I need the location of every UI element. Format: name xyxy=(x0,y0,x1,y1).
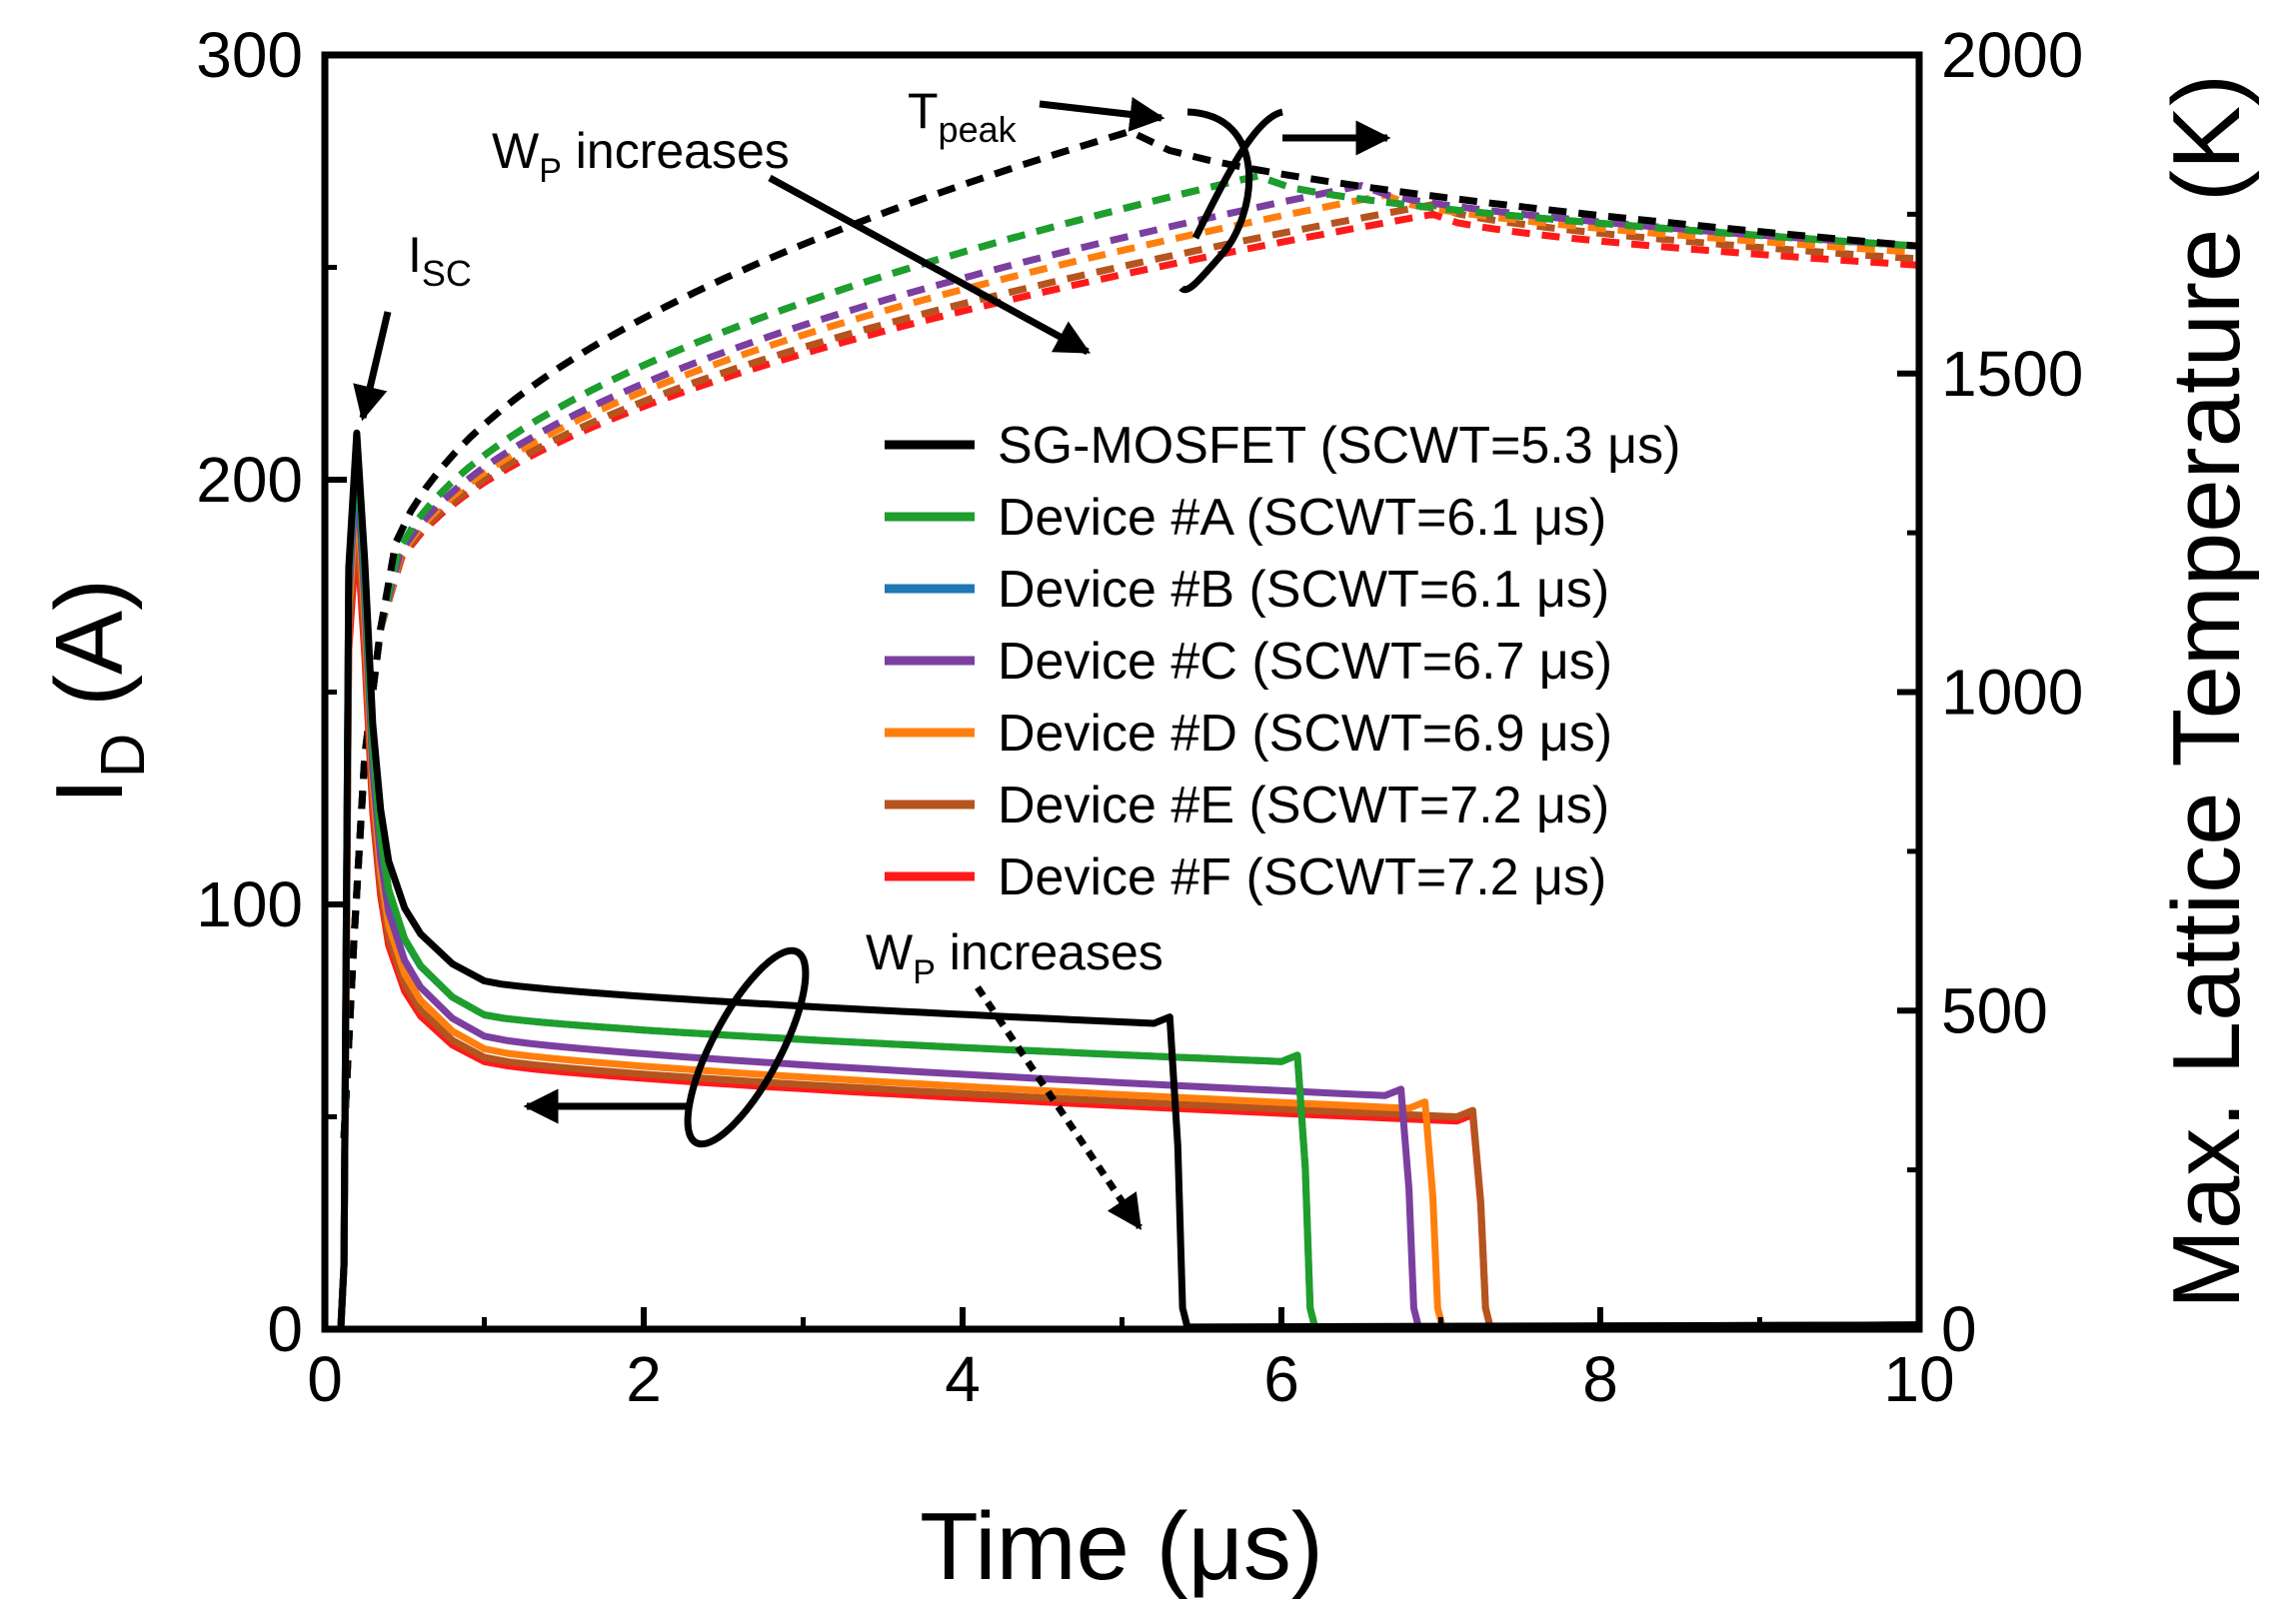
y-right-tick-label: 500 xyxy=(1941,974,2048,1046)
temperature-series-group xyxy=(340,127,1920,1138)
temperature-line-3 xyxy=(340,182,1920,1138)
legend-label: Device #C (SCWT=6.7 μs) xyxy=(998,633,1612,691)
y-left-tick-label: 300 xyxy=(196,19,303,91)
temperature-line-4 xyxy=(340,191,1920,1138)
wp-bottom-arrow xyxy=(975,985,1142,1230)
wp-top-sub: P xyxy=(539,152,562,190)
wp-bottom-label: WP increases xyxy=(866,924,1163,991)
annotations: ISC Tpeak WP increases WP increases xyxy=(353,83,1391,1230)
tpeak-label: Tpeak xyxy=(908,83,1018,150)
y-left-tick-label: 200 xyxy=(196,444,303,516)
y-left-title-rest: (A) xyxy=(36,579,143,734)
y-left-axis-ticks: 0 100 200 300 xyxy=(196,19,347,1365)
legend-label: Device #A (SCWT=6.1 μs) xyxy=(998,489,1606,547)
tpeak-label-sub: peak xyxy=(939,109,1018,150)
legend-label: Device #E (SCWT=7.2 μs) xyxy=(998,777,1609,834)
current-line-3 xyxy=(337,463,1920,1331)
current-line-1 xyxy=(337,438,1920,1331)
temperature-group-loop xyxy=(1178,108,1253,294)
isc-arrow xyxy=(353,311,392,422)
y-left-axis-title: ID (A) xyxy=(36,579,158,805)
y-left-tick-label: 0 xyxy=(267,1293,303,1365)
current-series-group xyxy=(337,429,1920,1331)
wp-top-label: WP increases xyxy=(492,123,790,190)
x-axis-ticks: 0 2 4 6 8 10 xyxy=(307,1307,1955,1415)
temperature-group-loop-tail xyxy=(1191,108,1284,240)
current-line-6 xyxy=(337,527,1920,1331)
wp-top-rest: increases xyxy=(562,123,790,179)
x-tick-label: 4 xyxy=(945,1343,981,1415)
tpeak-label-main: T xyxy=(908,83,939,139)
wp-bottom-main: W xyxy=(866,924,914,980)
x-tick-label: 8 xyxy=(1582,1343,1618,1415)
current-line-5 xyxy=(337,506,1920,1331)
y-left-tick-label: 100 xyxy=(196,868,303,940)
legend-label: Device #B (SCWT=6.1 μs) xyxy=(998,561,1609,619)
current-group-loop xyxy=(684,946,810,1148)
isc-label: ISC xyxy=(408,227,472,294)
wp-bottom-rest: increases xyxy=(936,924,1163,980)
x-tick-label: 2 xyxy=(626,1343,662,1415)
plot-frame xyxy=(321,51,1923,1333)
x-tick-label: 10 xyxy=(1883,1343,1954,1415)
tpeak-arrow xyxy=(1039,97,1165,132)
isc-label-sub: SC xyxy=(422,253,472,294)
legend-label: Device #F (SCWT=7.2 μs) xyxy=(998,848,1606,906)
y-right-tick-label: 1500 xyxy=(1941,338,2083,410)
isc-label-main: I xyxy=(408,227,422,283)
y-right-tick-label: 1000 xyxy=(1941,657,2083,729)
x-tick-label: 0 xyxy=(307,1343,343,1415)
x-tick-label: 6 xyxy=(1263,1343,1299,1415)
temperature-line-1 xyxy=(340,172,1920,1138)
y-right-tick-label: 2000 xyxy=(1941,19,2083,91)
legend-label: SG-MOSFET (SCWT=5.3 μs) xyxy=(998,417,1680,475)
y-right-axis-title: Max. Lattice Temperature (K) xyxy=(2153,74,2260,1309)
y-left-title-main: I xyxy=(36,778,143,805)
wp-top-arrow xyxy=(768,174,1092,356)
current-line-4 xyxy=(337,480,1920,1331)
wp-bottom-sub: P xyxy=(913,953,936,991)
y-left-title-sub: D xyxy=(89,734,158,779)
y-right-axis-ticks: 0 500 1000 1500 2000 xyxy=(1897,19,2083,1365)
temperature-line-0 xyxy=(340,127,1920,1138)
y-right-tick-label: 0 xyxy=(1941,1293,1977,1365)
x-axis-title: Time (μs) xyxy=(920,1493,1323,1600)
legend: SG-MOSFET (SCWT=5.3 μs) Device #A (SCWT=6… xyxy=(885,417,1680,906)
current-line-0 xyxy=(337,429,1920,1331)
legend-label: Device #D (SCWT=6.9 μs) xyxy=(998,705,1612,763)
temperature-line-6 xyxy=(340,210,1920,1138)
wp-top-main: W xyxy=(492,123,540,179)
